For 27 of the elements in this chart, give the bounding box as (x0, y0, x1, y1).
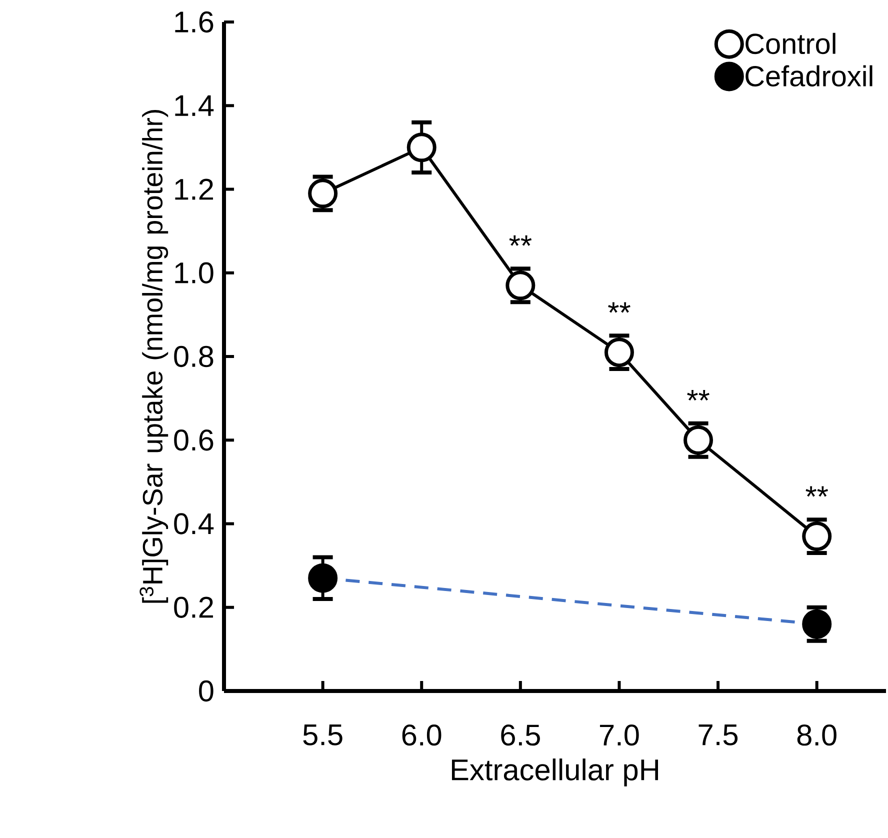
y-tick-label: 1.0 (175, 262, 214, 284)
annotation: ** (509, 235, 532, 246)
annotation: ** (806, 486, 828, 497)
annotation: ** (687, 390, 710, 401)
y-tick-label: 0.6 (174, 430, 214, 451)
x-axis-title: Extracellular pH (452, 758, 658, 786)
point (684, 425, 714, 455)
y-tick-label: 1.2 (175, 178, 213, 200)
y-tick-label: 0.8 (174, 346, 214, 368)
x-tick-label: 7.5 (698, 724, 738, 746)
x-tick-label: 7.0 (600, 724, 639, 746)
y-tick-label: 0.4 (174, 513, 214, 534)
x-tick-label: 8.0 (797, 724, 836, 746)
point (604, 338, 634, 368)
y-tick-label: 1.4 (175, 95, 214, 116)
point (406, 132, 436, 162)
annotation: ** (608, 302, 630, 313)
x-tick-label: 5.5 (303, 724, 342, 746)
legend-label: Cefadroxil (746, 65, 872, 86)
y-tick-label: 0 (199, 680, 214, 702)
y-tick-label: 1.6 (175, 11, 214, 33)
y-axis-title: [$^{3}$H]Gly-Sar uptake (nmol/mg protein/hr) (140, 110, 168, 603)
legend-label: Control (746, 32, 836, 54)
x-tick-label: 6.5 (501, 724, 540, 746)
point (506, 270, 536, 300)
y-tick-label: 0.2 (174, 596, 213, 618)
x-tick-label: 6.0 (402, 724, 442, 746)
